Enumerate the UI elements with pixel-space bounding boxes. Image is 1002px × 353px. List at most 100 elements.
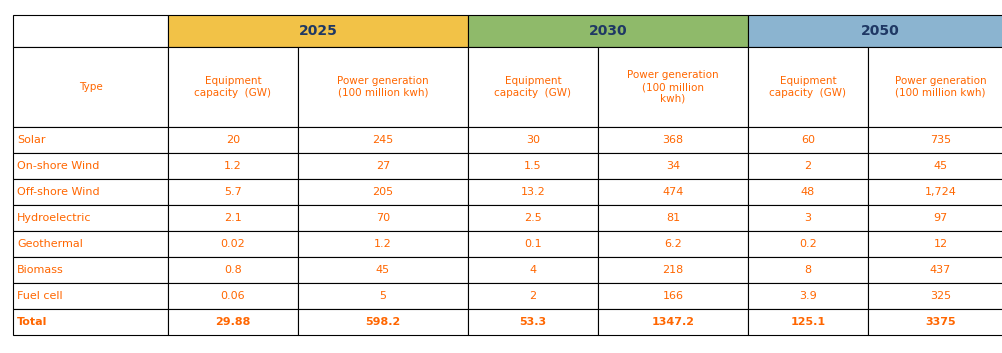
Text: 1.5: 1.5 (524, 161, 542, 171)
Text: 245: 245 (373, 135, 394, 145)
Bar (748, 309, 868, 335)
Text: 735: 735 (930, 135, 951, 145)
Text: Power generation
(100 million
kwh): Power generation (100 million kwh) (627, 70, 718, 103)
Bar (168, 153, 298, 179)
Text: 0.1: 0.1 (524, 239, 542, 249)
Text: 2050: 2050 (861, 24, 900, 38)
Bar (13, 153, 168, 179)
Bar (168, 231, 298, 257)
Text: Biomass: Biomass (17, 265, 64, 275)
Text: Hydroelectric: Hydroelectric (17, 213, 91, 223)
Text: 166: 166 (662, 291, 683, 301)
Bar (298, 231, 468, 257)
Text: Equipment
capacity  (GW): Equipment capacity (GW) (770, 76, 847, 98)
Bar (298, 179, 468, 205)
Bar (468, 127, 598, 153)
Bar (468, 231, 598, 257)
Bar (598, 127, 748, 153)
Text: Geothermal: Geothermal (17, 239, 83, 249)
Text: 2.5: 2.5 (524, 213, 542, 223)
Text: Solar: Solar (17, 135, 45, 145)
Text: 29.88: 29.88 (215, 317, 250, 327)
Text: 125.1: 125.1 (791, 317, 826, 327)
Text: 2025: 2025 (299, 24, 338, 38)
Bar (748, 231, 868, 257)
Bar (748, 257, 868, 283)
Text: Equipment
capacity  (GW): Equipment capacity (GW) (194, 76, 272, 98)
Text: Power generation
(100 million kwh): Power generation (100 million kwh) (338, 76, 429, 98)
Text: Fuel cell: Fuel cell (17, 291, 62, 301)
Text: Power generation
(100 million kwh): Power generation (100 million kwh) (895, 76, 986, 98)
Bar (868, 47, 1002, 127)
Bar (748, 47, 868, 127)
Bar (298, 127, 468, 153)
Text: 1347.2: 1347.2 (651, 317, 694, 327)
Bar (13, 257, 168, 283)
Text: Off-shore Wind: Off-shore Wind (17, 187, 99, 197)
Bar (468, 257, 598, 283)
Bar (598, 179, 748, 205)
Bar (168, 283, 298, 309)
Bar (748, 205, 868, 231)
Bar (598, 205, 748, 231)
Bar (168, 15, 468, 47)
Text: 1.2: 1.2 (224, 161, 241, 171)
Text: Equipment
capacity  (GW): Equipment capacity (GW) (495, 76, 571, 98)
Bar (598, 257, 748, 283)
Bar (748, 15, 1002, 47)
Text: 4: 4 (529, 265, 536, 275)
Text: 53.3: 53.3 (519, 317, 546, 327)
Text: 1.2: 1.2 (374, 239, 392, 249)
Bar (168, 205, 298, 231)
Bar (468, 153, 598, 179)
Bar (168, 309, 298, 335)
Text: 0.2: 0.2 (800, 239, 817, 249)
Bar (468, 47, 598, 127)
Text: 368: 368 (662, 135, 683, 145)
Text: 2.1: 2.1 (224, 213, 241, 223)
Bar (748, 283, 868, 309)
Text: 45: 45 (934, 161, 948, 171)
Text: 1,724: 1,724 (925, 187, 957, 197)
Text: 2: 2 (529, 291, 536, 301)
Bar (598, 231, 748, 257)
Bar (13, 47, 168, 127)
Text: 48: 48 (801, 187, 815, 197)
Bar (13, 283, 168, 309)
Bar (298, 283, 468, 309)
Bar (868, 179, 1002, 205)
Text: 3.9: 3.9 (800, 291, 817, 301)
Bar (298, 153, 468, 179)
Bar (468, 205, 598, 231)
Bar (298, 47, 468, 127)
Text: 0.02: 0.02 (220, 239, 245, 249)
Bar (868, 283, 1002, 309)
Bar (748, 153, 868, 179)
Text: 30: 30 (526, 135, 540, 145)
Text: 218: 218 (662, 265, 683, 275)
Bar (748, 179, 868, 205)
Bar (298, 257, 468, 283)
Text: 97: 97 (934, 213, 948, 223)
Bar (868, 257, 1002, 283)
Text: 27: 27 (376, 161, 390, 171)
Bar (468, 15, 748, 47)
Text: 60: 60 (801, 135, 815, 145)
Text: 0.06: 0.06 (220, 291, 245, 301)
Text: 325: 325 (930, 291, 951, 301)
Text: 20: 20 (225, 135, 240, 145)
Text: On-shore Wind: On-shore Wind (17, 161, 99, 171)
Bar (13, 309, 168, 335)
Bar (13, 231, 168, 257)
Bar (868, 231, 1002, 257)
Bar (468, 309, 598, 335)
Text: 205: 205 (373, 187, 394, 197)
Text: 70: 70 (376, 213, 390, 223)
Text: 12: 12 (934, 239, 948, 249)
Text: Total: Total (17, 317, 47, 327)
Bar (868, 309, 1002, 335)
Text: 8: 8 (805, 265, 812, 275)
Bar (13, 179, 168, 205)
Bar (298, 309, 468, 335)
Text: 45: 45 (376, 265, 390, 275)
